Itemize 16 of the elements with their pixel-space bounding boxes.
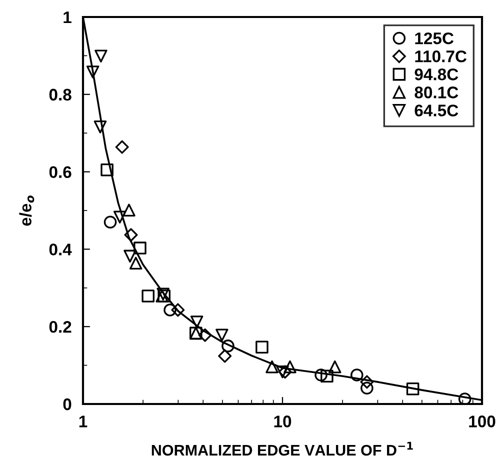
y-tick-label: 0.8 bbox=[49, 88, 72, 101]
x-tick-label: 10 bbox=[274, 416, 292, 428]
legend-label: 94.8C bbox=[414, 68, 458, 80]
x-tick-label: 100 bbox=[469, 416, 496, 428]
legend-label: 125C bbox=[415, 32, 454, 44]
y-axis-title: e/e$_{o}$ bbox=[19, 195, 34, 226]
y-tick-label: 0 bbox=[63, 398, 72, 410]
legend-label: 80.1C bbox=[414, 86, 458, 98]
legend-label: 64.5C bbox=[414, 104, 458, 116]
y-tick-label: 0.6 bbox=[49, 166, 72, 178]
y-tick-label: 1 bbox=[64, 12, 72, 24]
legend-label: 110.7C bbox=[415, 50, 467, 62]
y-tick-label: 0.4 bbox=[49, 244, 72, 256]
x-tick-label: 1 bbox=[79, 416, 88, 428]
x-axis-title: NORMALIZED EDGE VALUE OF D$^{−1}$ bbox=[152, 442, 413, 456]
y-tick-label: 0.2 bbox=[49, 321, 72, 333]
